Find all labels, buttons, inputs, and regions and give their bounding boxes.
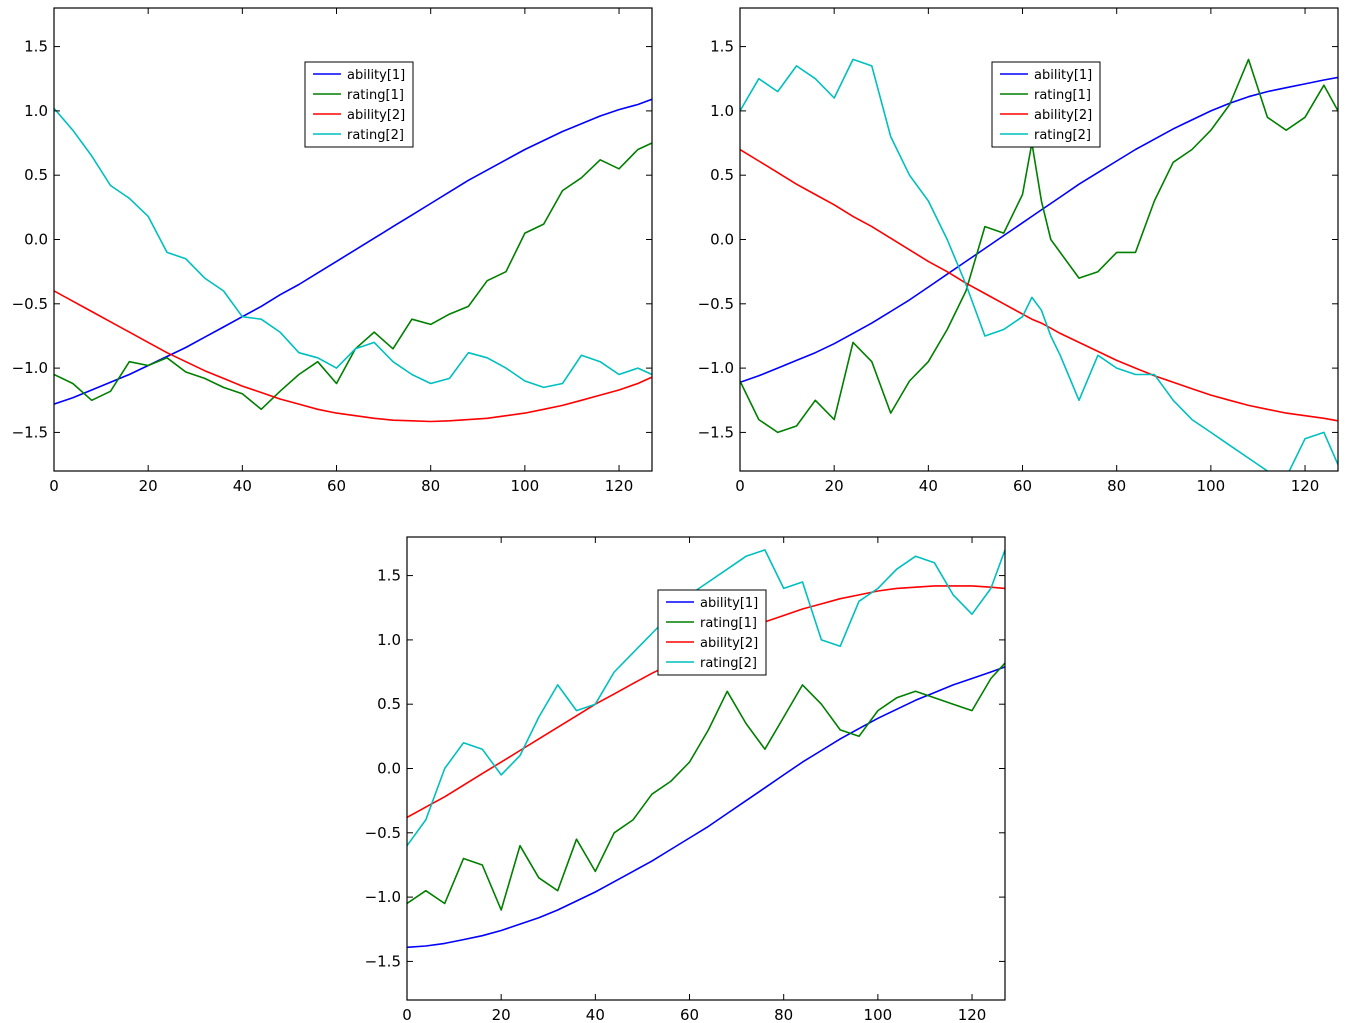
legend-label: ability[2] <box>1034 108 1092 123</box>
series-line-rating1 <box>740 58 1338 434</box>
x-tick-label: 100 <box>864 1006 893 1023</box>
x-tick-label: 100 <box>511 477 540 495</box>
y-tick-label: −1.0 <box>698 359 734 377</box>
legend-label: rating[2] <box>1034 128 1091 143</box>
x-tick-label: 40 <box>586 1006 605 1023</box>
series-line-rating1 <box>407 662 1005 911</box>
legend-label: ability[1] <box>347 68 405 83</box>
y-tick-label: 0.5 <box>710 166 734 184</box>
y-tick-label: 1.0 <box>377 631 401 649</box>
x-tick-label: 60 <box>327 477 346 495</box>
y-tick-label: −1.0 <box>365 888 401 906</box>
y-tick-label: −1.5 <box>698 423 734 441</box>
legend-label: ability[2] <box>347 108 405 123</box>
legend-label: rating[1] <box>700 616 757 631</box>
legend-box <box>657 589 767 676</box>
chart-panel-1: 0 20 40 60 80 100 120 −1.5 −1.0 −0.5 0.0 0.5 1.0 1.5 a… <box>12 7 653 495</box>
chart-panel-3: 0 20 40 60 80 100 120 −1.5 −1.0 −0.5 0.0 0.5 1.0 1.5 a… <box>365 536 1006 1023</box>
y-tick-label: −1.5 <box>12 423 48 441</box>
y-tick-label: 0.0 <box>710 231 734 249</box>
legend-label: ability[1] <box>1034 68 1092 83</box>
series-line-ability2 <box>54 290 652 423</box>
y-tick-label: −0.5 <box>698 295 734 313</box>
x-tick-label: 40 <box>919 477 938 495</box>
legend: ability[1] rating[1] ability[2] rating[2] <box>304 61 414 148</box>
x-tick-label: 80 <box>1107 477 1126 495</box>
x-tick-label: 40 <box>233 477 252 495</box>
y-tick-label: −1.0 <box>12 359 48 377</box>
y-tick-label: −1.5 <box>365 952 401 970</box>
series-line-ability1 <box>740 76 1338 384</box>
x-tick-label: 120 <box>958 1006 987 1023</box>
y-tick-label: 0.0 <box>24 231 48 249</box>
x-tick-label: 0 <box>49 477 59 495</box>
legend-box <box>304 61 414 148</box>
x-tick-label: 80 <box>774 1006 793 1023</box>
y-tick-label: 1.0 <box>24 102 48 120</box>
series-line-rating2 <box>740 58 1338 471</box>
legend-box <box>991 61 1101 148</box>
series-group <box>740 58 1338 471</box>
legend-label: ability[1] <box>700 596 758 611</box>
x-tick-label: 60 <box>680 1006 699 1023</box>
y-tick-label: 0.0 <box>377 760 401 778</box>
y-tick-label: 1.5 <box>377 567 401 585</box>
x-tick-label: 20 <box>139 477 158 495</box>
series-line-rating2 <box>54 107 652 389</box>
x-tick-label: 0 <box>402 1006 412 1023</box>
series-line-rating2 <box>407 549 1005 847</box>
legend-label: rating[1] <box>347 88 404 103</box>
y-tick-label: −0.5 <box>12 295 48 313</box>
y-tick-label: 0.5 <box>24 166 48 184</box>
series-line-rating1 <box>54 142 652 411</box>
x-tick-label: 20 <box>492 1006 511 1023</box>
y-tick-label: 1.0 <box>710 102 734 120</box>
legend: ability[1] rating[1] ability[2] rating[2] <box>991 61 1101 148</box>
chart-panel-2: 0 20 40 60 80 100 120 −1.5 −1.0 −0.5 0.0 0.5 1.0 1.5 a… <box>698 7 1339 495</box>
y-tick-label: 1.5 <box>24 38 48 56</box>
legend-label: rating[2] <box>700 656 757 671</box>
x-tick-label: 120 <box>605 477 634 495</box>
series-group <box>54 98 652 423</box>
y-tick-label: −0.5 <box>365 824 401 842</box>
legend-label: rating[1] <box>1034 88 1091 103</box>
x-tick-label: 80 <box>421 477 440 495</box>
y-tick-label: 0.5 <box>377 695 401 713</box>
x-tick-label: 20 <box>825 477 844 495</box>
x-tick-label: 60 <box>1013 477 1032 495</box>
legend-label: rating[2] <box>347 128 404 143</box>
legend-label: ability[2] <box>700 636 758 651</box>
x-tick-label: 0 <box>735 477 745 495</box>
series-line-ability2 <box>740 148 1338 422</box>
series-line-ability1 <box>407 666 1005 949</box>
x-tick-label: 100 <box>1197 477 1226 495</box>
y-tick-label: 1.5 <box>710 38 734 56</box>
x-tick-label: 120 <box>1291 477 1320 495</box>
legend: ability[1] rating[1] ability[2] rating[2] <box>657 589 767 676</box>
